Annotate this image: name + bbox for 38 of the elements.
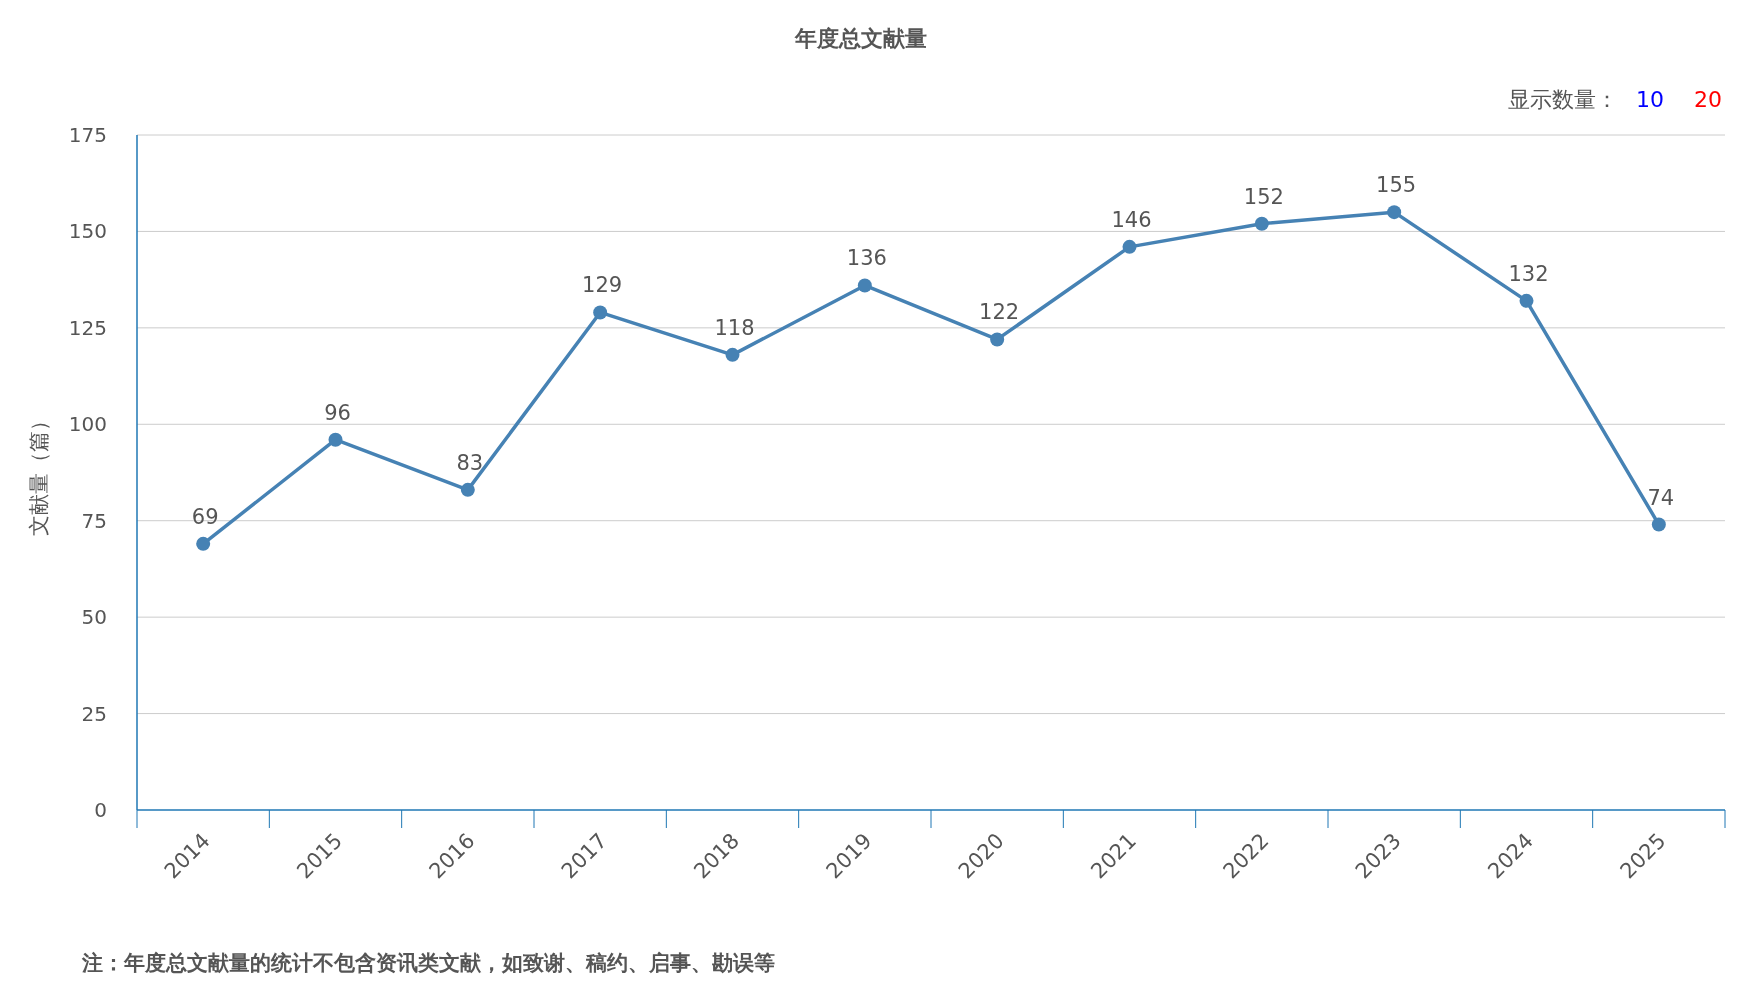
data-label: 152 (1243, 184, 1284, 209)
text: 显示数量： (1508, 87, 1618, 112)
point (1651, 517, 1666, 532)
y-tick-label: 25 (81, 701, 107, 726)
point (328, 432, 343, 447)
data-label: 136 (846, 246, 887, 271)
data-label: 132 (1508, 261, 1549, 286)
y-axis-title: 文献量（篇） (27, 409, 51, 536)
data-label: 69 (191, 504, 219, 529)
y-tick-label: 75 (81, 508, 107, 533)
data-label: 83 (456, 450, 484, 475)
point (857, 278, 872, 293)
data-label: 74 (1647, 485, 1675, 510)
y-tick-label: 175 (68, 123, 107, 147)
point (593, 305, 608, 320)
point (1254, 216, 1269, 231)
y-tick-label: 150 (68, 219, 107, 244)
data-label: 96 (324, 400, 351, 425)
point (990, 332, 1005, 347)
point (1387, 205, 1402, 220)
data-label: 155 (1376, 173, 1417, 198)
y-tick-label: 0 (94, 798, 107, 822)
text: 注：年度总文献量的统计不包含资讯类文献，如致谢、稿约、启事、勘误等 (81, 951, 775, 975)
point (725, 347, 740, 362)
data-label: 122 (979, 300, 1020, 325)
data-label: 129 (582, 273, 623, 298)
point (1519, 293, 1534, 308)
y-tick-label: 50 (81, 605, 107, 630)
text: 10 (1636, 87, 1664, 112)
y-tick-label: 125 (68, 315, 107, 340)
point (1122, 239, 1137, 254)
text: 20 (1694, 87, 1722, 112)
chart-title: 年度总文献量 (794, 26, 927, 51)
data-label: 118 (714, 315, 755, 340)
y-tick-label: 100 (68, 412, 107, 437)
point (196, 536, 211, 551)
data-label: 146 (1111, 207, 1152, 232)
point (460, 482, 475, 497)
